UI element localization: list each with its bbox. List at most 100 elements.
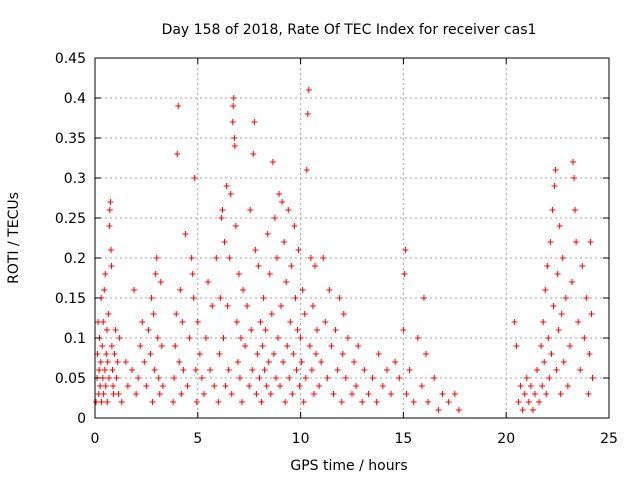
data-point	[316, 383, 323, 389]
y-tick-label: 0.15	[55, 291, 86, 307]
data-point	[396, 375, 403, 381]
y-tick-label: 0.1	[64, 331, 86, 347]
data-point	[222, 383, 229, 389]
data-point	[156, 391, 163, 397]
data-point	[540, 319, 547, 325]
data-point	[282, 399, 289, 405]
data-point	[355, 343, 362, 349]
data-point	[261, 367, 268, 373]
data-point	[439, 391, 446, 397]
data-point	[209, 303, 216, 309]
data-point	[115, 391, 122, 397]
data-point	[284, 343, 291, 349]
data-point	[112, 327, 119, 333]
data-point	[110, 391, 117, 397]
data-point	[351, 359, 358, 365]
data-point	[260, 295, 267, 301]
data-point	[221, 239, 228, 245]
data-point	[253, 391, 260, 397]
data-point	[589, 375, 596, 381]
data-point	[340, 311, 347, 317]
data-point	[102, 383, 109, 389]
x-axis-label: GPS time / hours	[290, 458, 407, 474]
x-tick-label: 20	[497, 431, 515, 447]
data-point	[205, 279, 212, 285]
data-point	[226, 255, 233, 261]
data-point	[211, 383, 218, 389]
data-point	[283, 279, 290, 285]
data-point	[268, 311, 275, 317]
data-point	[292, 295, 299, 301]
data-point	[538, 343, 545, 349]
data-point	[216, 351, 223, 357]
data-point	[344, 335, 351, 341]
data-point	[342, 375, 349, 381]
data-point	[573, 239, 580, 245]
data-point	[402, 247, 409, 253]
data-point	[560, 359, 567, 365]
x-tick-labels: 0 5 10 15 20 25	[91, 431, 618, 447]
data-point	[280, 359, 287, 365]
data-point	[545, 335, 552, 341]
data-point	[133, 391, 140, 397]
data-point	[556, 223, 563, 229]
data-point	[101, 287, 108, 293]
data-point	[543, 391, 550, 397]
data-point	[100, 391, 107, 397]
y-tick-label: 0.45	[55, 51, 86, 67]
data-point	[379, 383, 386, 389]
data-point	[519, 407, 526, 413]
data-point	[159, 383, 166, 389]
data-point	[102, 271, 109, 277]
data-point	[330, 391, 337, 397]
data-point	[568, 279, 575, 285]
data-point	[103, 327, 110, 333]
data-point	[246, 383, 253, 389]
data-point	[562, 295, 569, 301]
data-point	[230, 95, 237, 101]
x-tick-label: 10	[292, 431, 310, 447]
data-point	[550, 303, 557, 309]
data-point	[262, 327, 269, 333]
data-point	[256, 375, 263, 381]
data-point	[410, 399, 417, 405]
data-point	[116, 335, 123, 341]
data-point	[218, 215, 225, 221]
data-point	[254, 351, 261, 357]
data-point	[239, 399, 246, 405]
data-point	[296, 383, 303, 389]
data-point	[266, 271, 273, 277]
data-point	[101, 367, 108, 373]
data-point	[375, 351, 382, 357]
data-point	[301, 311, 308, 317]
data-point	[523, 375, 530, 381]
data-point	[300, 399, 307, 405]
data-point	[158, 343, 165, 349]
data-point	[388, 391, 395, 397]
data-point	[310, 391, 317, 397]
data-point	[308, 367, 315, 373]
grid-lines	[95, 58, 609, 418]
data-point	[541, 359, 548, 365]
y-tick-labels: 0 0.05 0.1 0.15 0.2 0.25 0.3 0.35 0.4 0.45	[55, 51, 86, 427]
data-point	[324, 375, 331, 381]
data-point	[108, 263, 115, 269]
data-point	[157, 279, 164, 285]
y-tick-label: 0.3	[64, 171, 86, 187]
data-point	[311, 263, 318, 269]
data-point	[109, 367, 116, 373]
data-point	[170, 399, 177, 405]
data-point	[451, 391, 458, 397]
data-point	[179, 319, 186, 325]
data-point	[534, 367, 541, 373]
data-point	[281, 239, 288, 245]
data-point	[559, 255, 566, 261]
data-point	[338, 399, 345, 405]
data-point	[114, 359, 121, 365]
data-point	[141, 359, 148, 365]
data-point	[176, 359, 183, 365]
data-point	[198, 375, 205, 381]
data-point	[250, 151, 257, 157]
data-point	[259, 343, 266, 349]
y-tick-label: 0.4	[64, 91, 86, 107]
